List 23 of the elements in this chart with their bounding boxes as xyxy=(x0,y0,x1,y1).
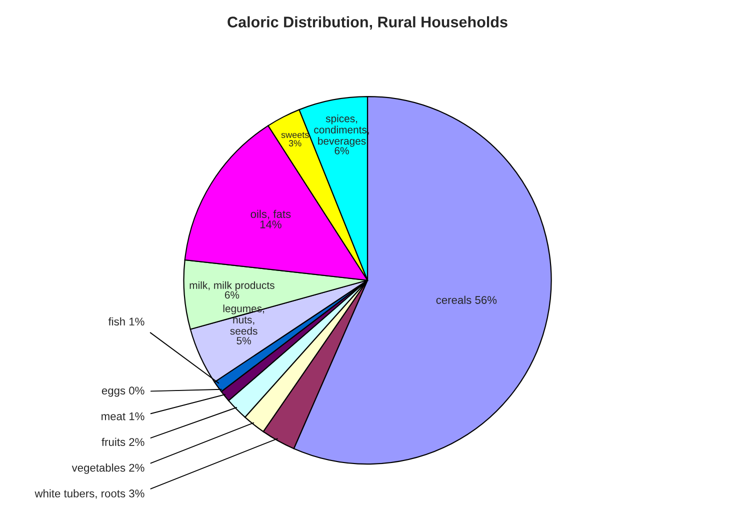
data-label: 1% xyxy=(129,318,144,326)
slice-label: fruits xyxy=(102,438,126,446)
data-label: 14% xyxy=(260,220,282,228)
data-label: 1% xyxy=(129,412,144,420)
text: 0% xyxy=(129,386,144,395)
category-label: eggs xyxy=(102,388,126,397)
slice-label: fish xyxy=(108,317,125,326)
slice-label: vegetables xyxy=(72,464,126,474)
data-label: 6% xyxy=(334,147,349,154)
slice-label: legumes, nuts, seeds xyxy=(223,304,264,335)
chart-title: Caloric Distribution, Rural Households xyxy=(228,16,508,30)
slice-label: meat xyxy=(102,412,126,420)
data-label: 2% xyxy=(129,464,144,472)
slice-label: cereals 56% xyxy=(436,296,497,304)
slice-label: white tubers, roots xyxy=(34,489,126,499)
data-label: 6% xyxy=(224,291,240,299)
data-label: 3% xyxy=(129,490,144,498)
data-label: 3% xyxy=(288,140,302,146)
data-label: 5% xyxy=(236,337,251,344)
slice-label: sweets xyxy=(281,132,309,138)
slice-label: milk, milk products xyxy=(190,281,274,292)
data-label: 2% xyxy=(129,438,144,446)
slice-label: oils, fats xyxy=(250,210,291,220)
